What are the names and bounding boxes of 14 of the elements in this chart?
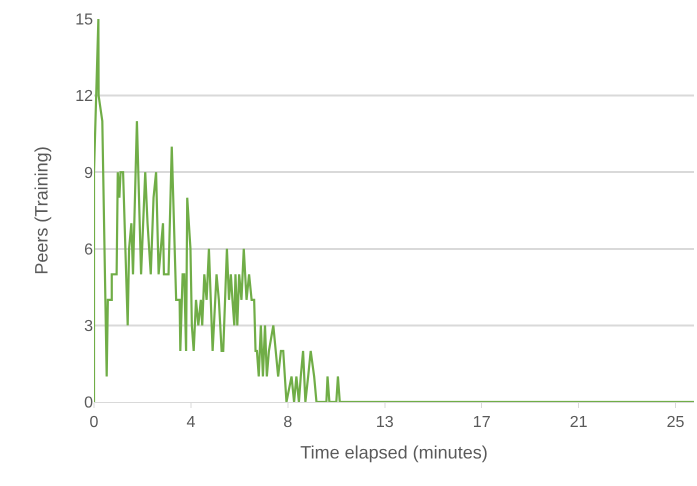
- x-tick-label: 21: [570, 414, 588, 432]
- y-tick-label: 0: [84, 394, 94, 412]
- x-tick-label: 8: [283, 414, 292, 432]
- x-tick-label: 25: [666, 414, 685, 432]
- x-axis-title: Time elapsed (minutes): [300, 442, 488, 462]
- y-tick-label: 3: [84, 318, 94, 335]
- y-tick-label: 12: [75, 88, 94, 106]
- x-tick-label: 13: [376, 414, 394, 432]
- y-tick-label: 15: [75, 12, 94, 29]
- x-tick-label: 4: [186, 414, 196, 432]
- x-tick-label: 17: [472, 414, 491, 432]
- y-axis-title: Peers (Training): [31, 146, 52, 275]
- y-tick-label: 6: [84, 241, 94, 258]
- y-tick-label: 9: [84, 164, 94, 182]
